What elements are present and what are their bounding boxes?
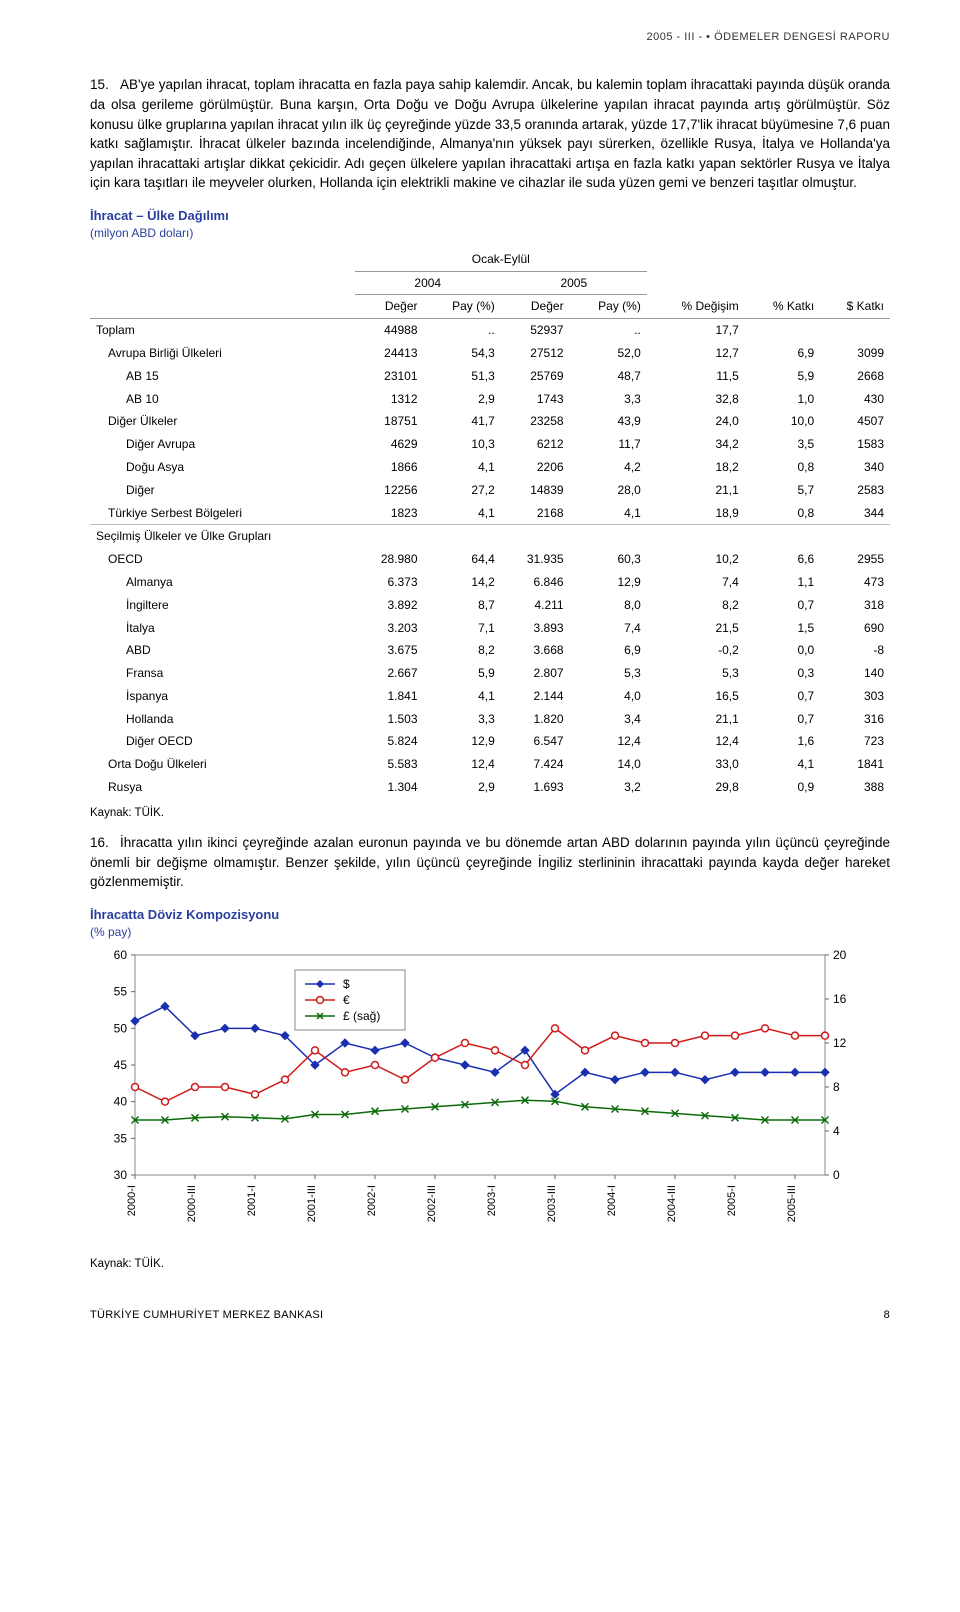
svg-text:£ (sağ): £ (sağ) (343, 1009, 380, 1023)
svg-text:2004-I: 2004-I (606, 1185, 618, 1216)
col-2005: 2005 (501, 271, 647, 295)
svg-text:2003-III: 2003-III (546, 1185, 558, 1222)
table-row: Diğer Ülkeler1875141,72325843,924,010,04… (90, 410, 890, 433)
table-superheader: Ocak-Eylül (355, 248, 647, 271)
table-row: Toplam44988..52937..17,7 (90, 319, 890, 342)
table-row: Diğer1225627,21483928,021,15,72583 (90, 479, 890, 502)
svg-text:2001-I: 2001-I (246, 1185, 258, 1216)
table-row: Rusya1.3042,91.6933,229,80,9388 (90, 776, 890, 799)
svg-text:2002-I: 2002-I (366, 1185, 378, 1216)
table-subtitle: (milyon ABD doları) (90, 225, 890, 242)
svg-text:4: 4 (833, 1124, 840, 1138)
svg-text:30: 30 (114, 1168, 128, 1182)
chart-source: Kaynak: TÜİK. (90, 1256, 890, 1272)
svg-text:60: 60 (114, 948, 128, 962)
table-row: Hollanda1.5033,31.8203,421,10,7316 (90, 708, 890, 731)
svg-text:2000-I: 2000-I (126, 1185, 138, 1216)
col-deger-04: Değer (355, 295, 424, 319)
paragraph-16: 16.İhracatta yılın ikinci çeyreğinde aza… (90, 833, 890, 892)
svg-text:20: 20 (833, 948, 847, 962)
col-dolar-katki: $ Katkı (820, 271, 890, 319)
paragraph-15: 15.AB'ye yapılan ihracat, toplam ihracat… (90, 75, 890, 192)
svg-text:16: 16 (833, 992, 847, 1006)
svg-text:2003-I: 2003-I (486, 1185, 498, 1216)
table-row: Doğu Asya18664,122064,218,20,8340 (90, 456, 890, 479)
col-katki: % Katkı (745, 271, 820, 319)
table-row: AB 1013122,917433,332,81,0430 (90, 388, 890, 411)
svg-text:2000-III: 2000-III (186, 1185, 198, 1222)
table-row: Orta Doğu Ülkeleri5.58312,47.42414,033,0… (90, 753, 890, 776)
currency-chart: 30 35 40 45 50 55 60 0 4 8 12 16 20 2000-I 2000-III 200… (90, 945, 890, 1250)
table-row: AB 152310151,32576948,711,55,92668 (90, 365, 890, 388)
chart-title: İhracatta Döviz Kompozisyonu (90, 906, 890, 924)
chart-subtitle: (% pay) (90, 924, 890, 941)
svg-text:50: 50 (114, 1021, 128, 1035)
table-row: OECD28.98064,431.93560,310,26,62955 (90, 548, 890, 571)
svg-text:2004-III: 2004-III (666, 1185, 678, 1222)
svg-text:40: 40 (114, 1094, 128, 1108)
svg-text:2002-III: 2002-III (426, 1185, 438, 1222)
svg-text:35: 35 (114, 1131, 128, 1145)
export-table: Ocak-Eylül 2004 2005 % Değişim % Katkı $… (90, 248, 890, 799)
para-text-16: İhracatta yılın ikinci çeyreğinde azalan… (90, 835, 890, 889)
svg-text:45: 45 (114, 1058, 128, 1072)
svg-text:2001-III: 2001-III (306, 1185, 318, 1222)
col-deger-05: Değer (501, 295, 570, 319)
page-header-right: 2005 - III - • ÖDEMELER DENGESİ RAPORU (90, 30, 890, 45)
svg-text:2005-III: 2005-III (786, 1185, 798, 1222)
col-pay-05: Pay (%) (570, 295, 647, 319)
svg-text:0: 0 (833, 1168, 840, 1182)
table-title: İhracat – Ülke Dağılımı (90, 207, 890, 225)
table-row: İspanya1.8414,12.1444,016,50,7303 (90, 685, 890, 708)
table-row: Avrupa Birliği Ülkeleri2441354,32751252,… (90, 342, 890, 365)
table-source: Kaynak: TÜİK. (90, 805, 890, 821)
para-text-15: AB'ye yapılan ihracat, toplam ihracatta … (90, 77, 890, 190)
svg-text:$: $ (343, 977, 350, 991)
table-row: Türkiye Serbest Bölgeleri18234,121684,11… (90, 502, 890, 525)
svg-text:2005-I: 2005-I (726, 1185, 738, 1216)
para-num-15: 15. (90, 75, 120, 95)
svg-text:12: 12 (833, 1036, 847, 1050)
table-row: Diğer OECD5.82412,96.54712,412,41,6723 (90, 730, 890, 753)
table-row: Almanya6.37314,26.84612,97,41,1473 (90, 571, 890, 594)
table-row: Diğer Avrupa462910,3621211,734,23,51583 (90, 433, 890, 456)
table-row: Seçilmiş Ülkeler ve Ülke Grupları (90, 525, 890, 548)
table-row: İtalya3.2037,13.8937,421,51,5690 (90, 617, 890, 640)
table-row: ABD3.6758,23.6686,9-0,20,0-8 (90, 639, 890, 662)
table-row: Fransa2.6675,92.8075,35,30,3140 (90, 662, 890, 685)
footer-left: TÜRKİYE CUMHURİYET MERKEZ BANKASI (90, 1308, 323, 1323)
col-2004: 2004 (355, 271, 501, 295)
table-row: İngiltere3.8928,74.2118,08,20,7318 (90, 594, 890, 617)
svg-text:€: € (343, 993, 350, 1007)
svg-text:8: 8 (833, 1080, 840, 1094)
para-num-16: 16. (90, 833, 120, 853)
svg-text:55: 55 (114, 984, 128, 998)
footer-page-number: 8 (884, 1308, 890, 1323)
col-degisim: % Değişim (647, 271, 745, 319)
col-pay-04: Pay (%) (424, 295, 501, 319)
